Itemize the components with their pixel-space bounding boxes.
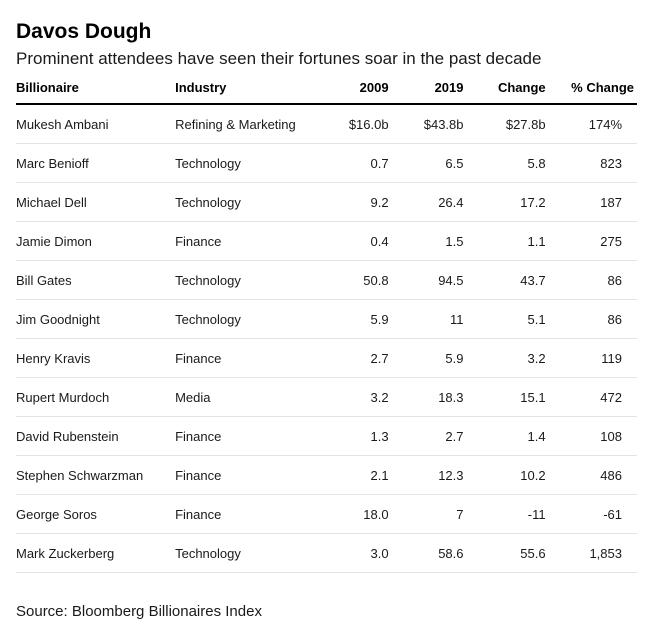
cell-pct-change: -61 xyxy=(545,494,637,534)
table-row: Rupert Murdoch Media 3.2 18.3 15.1 472 xyxy=(16,377,637,417)
cell-2009: 1.3 xyxy=(317,416,389,456)
table-row: Michael Dell Technology 9.2 26.4 17.2 187 xyxy=(16,182,637,222)
cell-2009: 18.0 xyxy=(317,494,389,534)
chart-title: Davos Dough xyxy=(16,20,152,43)
cell-billionaire: Bill Gates xyxy=(16,260,176,300)
cell-change: $27.8b xyxy=(463,104,546,144)
cell-2019: 11 xyxy=(388,299,464,339)
cell-2019: 2.7 xyxy=(388,416,464,456)
cell-2019: 6.5 xyxy=(388,143,464,183)
cell-2009: 2.7 xyxy=(317,338,389,378)
source-note: Source: Bloomberg Billionaires Index xyxy=(16,603,262,620)
cell-billionaire: Jamie Dimon xyxy=(16,221,176,261)
table-row: Marc Benioff Technology 0.7 6.5 5.8 823 xyxy=(16,143,637,183)
table-row: Bill Gates Technology 50.8 94.5 43.7 86 xyxy=(16,260,637,300)
cell-2009: 0.7 xyxy=(317,143,389,183)
table-row: Mark Zuckerberg Technology 3.0 58.6 55.6 1,85… xyxy=(16,533,637,573)
column-header-change: Change xyxy=(463,71,546,105)
cell-change: 43.7 xyxy=(463,260,546,300)
cell-2019: 5.9 xyxy=(388,338,464,378)
cell-2019: 12.3 xyxy=(388,455,464,495)
cell-industry: Finance xyxy=(175,455,318,495)
cell-billionaire: Marc Benioff xyxy=(16,143,176,183)
cell-pct-change: 275 xyxy=(545,221,637,261)
cell-change: 3.2 xyxy=(463,338,546,378)
cell-change: 5.8 xyxy=(463,143,546,183)
cell-2019: 26.4 xyxy=(388,182,464,222)
cell-industry: Finance xyxy=(175,416,318,456)
table-row: George Soros Finance 18.0 7 -11 -61 xyxy=(16,494,637,534)
cell-change: 5.1 xyxy=(463,299,546,339)
cell-2009: 5.9 xyxy=(317,299,389,339)
cell-2009: 0.4 xyxy=(317,221,389,261)
cell-2019: 7 xyxy=(388,494,464,534)
cell-2019: 94.5 xyxy=(388,260,464,300)
cell-change: 10.2 xyxy=(463,455,546,495)
cell-industry: Finance xyxy=(175,338,318,378)
column-header-2009: 2009 xyxy=(317,71,389,105)
table-row: Jim Goodnight Technology 5.9 11 5.1 86 xyxy=(16,299,637,339)
cell-billionaire: Mark Zuckerberg xyxy=(16,533,176,573)
cell-pct-change: 86 xyxy=(545,260,637,300)
cell-2009: 50.8 xyxy=(317,260,389,300)
cell-billionaire: Henry Kravis xyxy=(16,338,176,378)
column-header-pct-change: % Change xyxy=(545,71,637,105)
cell-industry: Technology xyxy=(175,260,318,300)
cell-2009: 3.2 xyxy=(317,377,389,417)
cell-industry: Media xyxy=(175,377,318,417)
cell-billionaire: David Rubenstein xyxy=(16,416,176,456)
cell-2019: 1.5 xyxy=(388,221,464,261)
cell-change: 17.2 xyxy=(463,182,546,222)
cell-pct-change: 108 xyxy=(545,416,637,456)
column-header-billionaire: Billionaire xyxy=(16,71,176,105)
table-row: Jamie Dimon Finance 0.4 1.5 1.1 275 xyxy=(16,221,637,261)
cell-2019: 18.3 xyxy=(388,377,464,417)
cell-billionaire: George Soros xyxy=(16,494,176,534)
billionaires-table: Billionaire Industry 2009 2019 Change % … xyxy=(16,71,637,573)
chart-subtitle: Prominent attendees have seen their fort… xyxy=(16,49,542,68)
table-header-row: Billionaire Industry 2009 2019 Change % … xyxy=(16,71,637,105)
cell-change: -11 xyxy=(463,494,546,534)
column-header-industry: Industry xyxy=(175,71,318,105)
cell-industry: Technology xyxy=(175,299,318,339)
cell-change: 1.1 xyxy=(463,221,546,261)
cell-billionaire: Michael Dell xyxy=(16,182,176,222)
cell-pct-change: 86 xyxy=(545,299,637,339)
table-row: Mukesh Ambani Refining & Marketing $16.0b $… xyxy=(16,104,637,144)
cell-2009: 2.1 xyxy=(317,455,389,495)
cell-2009: $16.0b xyxy=(317,104,389,144)
cell-2019: $43.8b xyxy=(388,104,464,144)
cell-2019: 58.6 xyxy=(388,533,464,573)
cell-pct-change: 486 xyxy=(545,455,637,495)
table-row: David Rubenstein Finance 1.3 2.7 1.4 108 xyxy=(16,416,637,456)
cell-industry: Technology xyxy=(175,533,318,573)
cell-industry: Technology xyxy=(175,182,318,222)
cell-pct-change: 823 xyxy=(545,143,637,183)
cell-industry: Technology xyxy=(175,143,318,183)
cell-pct-change: 119 xyxy=(545,338,637,378)
cell-industry: Finance xyxy=(175,221,318,261)
column-header-2019: 2019 xyxy=(388,71,464,105)
table-row: Stephen Schwarzman Finance 2.1 12.3 10.2 486 xyxy=(16,455,637,495)
cell-change: 1.4 xyxy=(463,416,546,456)
cell-pct-change: 174% xyxy=(545,104,637,144)
cell-pct-change: 187 xyxy=(545,182,637,222)
cell-2009: 9.2 xyxy=(317,182,389,222)
cell-2009: 3.0 xyxy=(317,533,389,573)
cell-pct-change: 472 xyxy=(545,377,637,417)
cell-billionaire: Stephen Schwarzman xyxy=(16,455,176,495)
cell-industry: Finance xyxy=(175,494,318,534)
cell-billionaire: Rupert Murdoch xyxy=(16,377,176,417)
cell-change: 55.6 xyxy=(463,533,546,573)
cell-billionaire: Mukesh Ambani xyxy=(16,104,176,144)
cell-billionaire: Jim Goodnight xyxy=(16,299,176,339)
table-row: Henry Kravis Finance 2.7 5.9 3.2 119 xyxy=(16,338,637,378)
cell-change: 15.1 xyxy=(463,377,546,417)
table-body: Mukesh Ambani Refining & Marketing $16.0b $… xyxy=(16,104,637,573)
cell-pct-change: 1,853 xyxy=(545,533,637,573)
cell-industry: Refining & Marketing xyxy=(175,104,318,144)
